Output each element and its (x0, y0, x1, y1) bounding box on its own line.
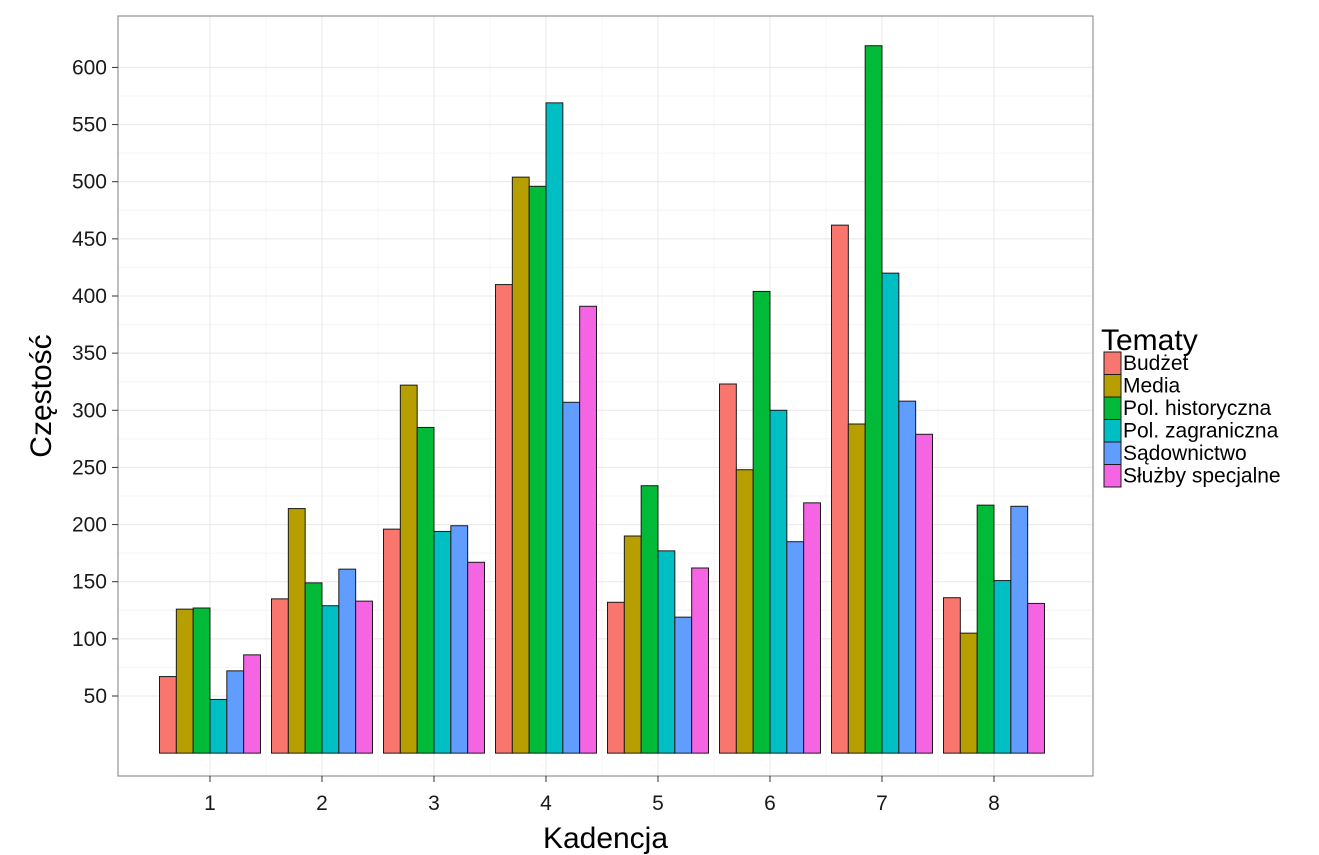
legend-key (1103, 396, 1122, 420)
bar-3-2 (399, 384, 418, 754)
bar-1-3 (192, 607, 211, 754)
legend-label: Media (1123, 375, 1181, 398)
legend-label: Pol. zagraniczna (1123, 420, 1279, 443)
plot-panel-border (117, 15, 1094, 777)
bar-8-6 (1027, 602, 1045, 754)
bar-2-6 (355, 600, 373, 754)
bar-5-3 (640, 485, 659, 754)
y-tick-label: 300 (72, 399, 107, 422)
y-tick-label: 100 (72, 628, 107, 651)
x-tick-label: 1 (204, 792, 216, 815)
bar-8-3 (976, 504, 995, 754)
bar-5-5 (674, 616, 693, 754)
legend-key (1103, 351, 1122, 375)
y-tick-label: 250 (72, 456, 107, 479)
y-tick-label: 500 (72, 171, 107, 194)
y-tick-label: 50 (84, 685, 107, 708)
bar-7-6 (915, 433, 934, 754)
x-tick-label: 4 (540, 792, 552, 815)
bar-2-5 (338, 568, 357, 754)
legend-label: Budżet (1123, 352, 1189, 375)
bar-4-2 (511, 176, 530, 754)
bar-5-4 (657, 550, 676, 754)
bar-3-1 (383, 528, 401, 754)
bar-6-6 (803, 502, 822, 754)
bar-1-2 (175, 608, 194, 754)
y-tick-label: 350 (72, 342, 107, 365)
bar-2-3 (304, 582, 323, 754)
x-tick-label: 7 (876, 792, 888, 815)
bar-2-2 (287, 508, 306, 754)
bar-7-1 (831, 224, 849, 754)
bar-7-4 (881, 272, 900, 754)
x-tick-label: 5 (652, 792, 664, 815)
bar-6-4 (769, 409, 788, 754)
bar-6-2 (735, 469, 754, 754)
bar-3-4 (433, 530, 452, 754)
bar-6-5 (786, 541, 805, 754)
bar-4-6 (579, 305, 598, 754)
x-tick-label: 8 (988, 792, 1000, 815)
bar-4-5 (562, 401, 581, 754)
bar-7-5 (898, 400, 917, 754)
bar-1-4 (209, 698, 228, 754)
bar-1-5 (226, 670, 245, 754)
bar-4-1 (495, 284, 513, 754)
bar-3-6 (467, 561, 485, 754)
y-tick-label: 550 (72, 114, 107, 137)
y-axis-ticks: 50 100 150 200 250 300 350 400 450 500 550 600 (72, 56, 118, 708)
bar-2-1 (271, 598, 289, 754)
bar-5-6 (691, 567, 710, 754)
bar-1-1 (159, 676, 177, 754)
y-tick-label: 150 (72, 571, 107, 594)
y-tick-label: 400 (72, 285, 107, 308)
x-tick-label: 3 (428, 792, 440, 815)
bar-8-4 (993, 580, 1012, 754)
bar-8-2 (959, 632, 978, 754)
y-tick-label: 600 (72, 56, 107, 79)
x-tick-label: 2 (316, 792, 328, 815)
bar-4-3 (528, 185, 547, 754)
legend-key (1103, 441, 1122, 465)
bar-3-5 (450, 525, 469, 754)
legend-key (1103, 419, 1122, 443)
bar-7-3 (864, 45, 883, 754)
bar-6-1 (719, 383, 737, 754)
y-axis-title: Częstość (25, 334, 58, 457)
bar-4-4 (545, 102, 564, 754)
bar-3-3 (416, 426, 435, 754)
bar-8-5 (1010, 505, 1029, 754)
legend-label: Pol. historyczna (1123, 397, 1272, 420)
bar-7-2 (847, 423, 866, 754)
bar-2-4 (321, 605, 340, 754)
bars (159, 45, 1045, 754)
legend-label: Sądownictwo (1123, 442, 1247, 465)
legend-key (1103, 374, 1122, 398)
bar-8-1 (943, 597, 961, 754)
y-tick-label: 200 (72, 514, 107, 537)
x-tick-label: 6 (764, 792, 776, 815)
bar-1-6 (243, 654, 262, 754)
bar-5-2 (623, 535, 642, 754)
bar-6-3 (752, 290, 771, 754)
y-tick-label: 450 (72, 228, 107, 251)
legend-label: Służby specjalne (1123, 465, 1281, 488)
legend-key (1103, 464, 1122, 488)
x-axis-ticks: 1 2 3 4 5 6 7 8 (204, 776, 1000, 815)
bar-5-1 (607, 601, 625, 754)
x-axis-title: Kadencja (543, 822, 668, 855)
